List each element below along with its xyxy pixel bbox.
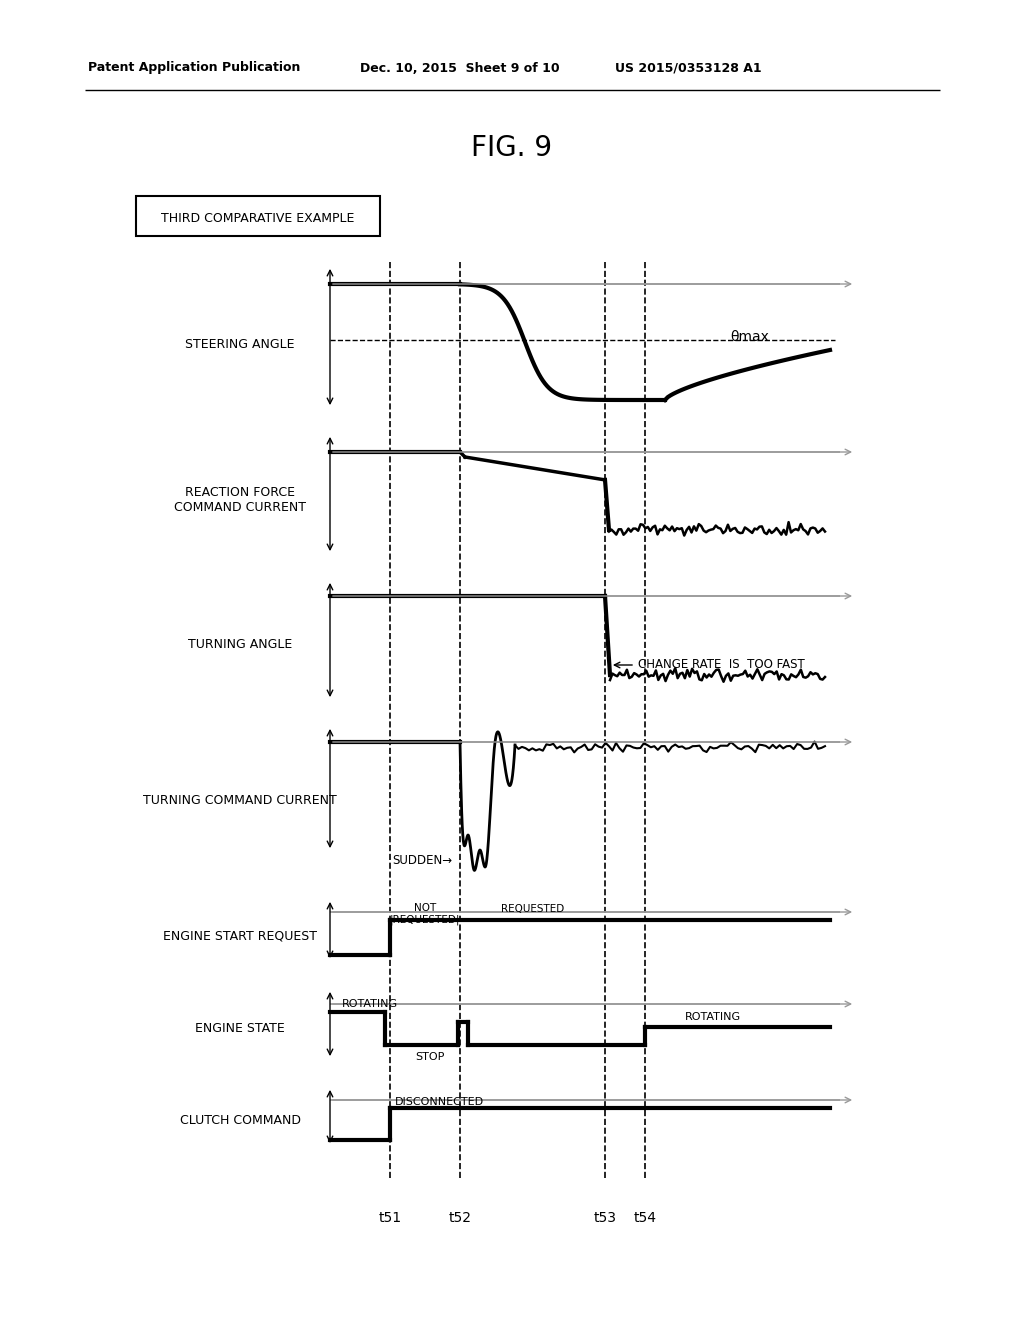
Text: CHANGE RATE  IS  TOO FAST: CHANGE RATE IS TOO FAST	[638, 659, 805, 672]
Text: NOT
|REQUESTED|: NOT |REQUESTED|	[390, 903, 460, 925]
Text: ROTATING: ROTATING	[342, 999, 398, 1008]
Text: Dec. 10, 2015  Sheet 9 of 10: Dec. 10, 2015 Sheet 9 of 10	[360, 62, 560, 74]
Text: TURNING COMMAND CURRENT: TURNING COMMAND CURRENT	[143, 793, 337, 807]
Text: STOP: STOP	[416, 1052, 444, 1063]
Text: US 2015/0353128 A1: US 2015/0353128 A1	[615, 62, 762, 74]
Text: REQUESTED: REQUESTED	[501, 904, 564, 913]
Text: REACTION FORCE
COMMAND CURRENT: REACTION FORCE COMMAND CURRENT	[174, 486, 306, 513]
Text: θmax: θmax	[730, 330, 769, 343]
Text: t52: t52	[449, 1210, 471, 1225]
Text: STEERING ANGLE: STEERING ANGLE	[185, 338, 295, 351]
Text: ENGINE START REQUEST: ENGINE START REQUEST	[163, 929, 317, 942]
Text: FIG. 9: FIG. 9	[471, 135, 553, 162]
Text: t54: t54	[634, 1210, 656, 1225]
Text: SUDDEN→: SUDDEN→	[392, 854, 452, 866]
Text: t51: t51	[379, 1210, 401, 1225]
Text: t53: t53	[594, 1210, 616, 1225]
Text: DISCONNECTED: DISCONNECTED	[395, 1097, 484, 1107]
Text: THIRD COMPARATIVE EXAMPLE: THIRD COMPARATIVE EXAMPLE	[162, 211, 354, 224]
Text: Patent Application Publication: Patent Application Publication	[88, 62, 300, 74]
Text: CLUTCH COMMAND: CLUTCH COMMAND	[179, 1114, 300, 1126]
Text: TURNING ANGLE: TURNING ANGLE	[187, 639, 292, 652]
Text: ENGINE STATE: ENGINE STATE	[196, 1022, 285, 1035]
FancyBboxPatch shape	[136, 195, 380, 236]
Text: ROTATING: ROTATING	[685, 1012, 741, 1022]
